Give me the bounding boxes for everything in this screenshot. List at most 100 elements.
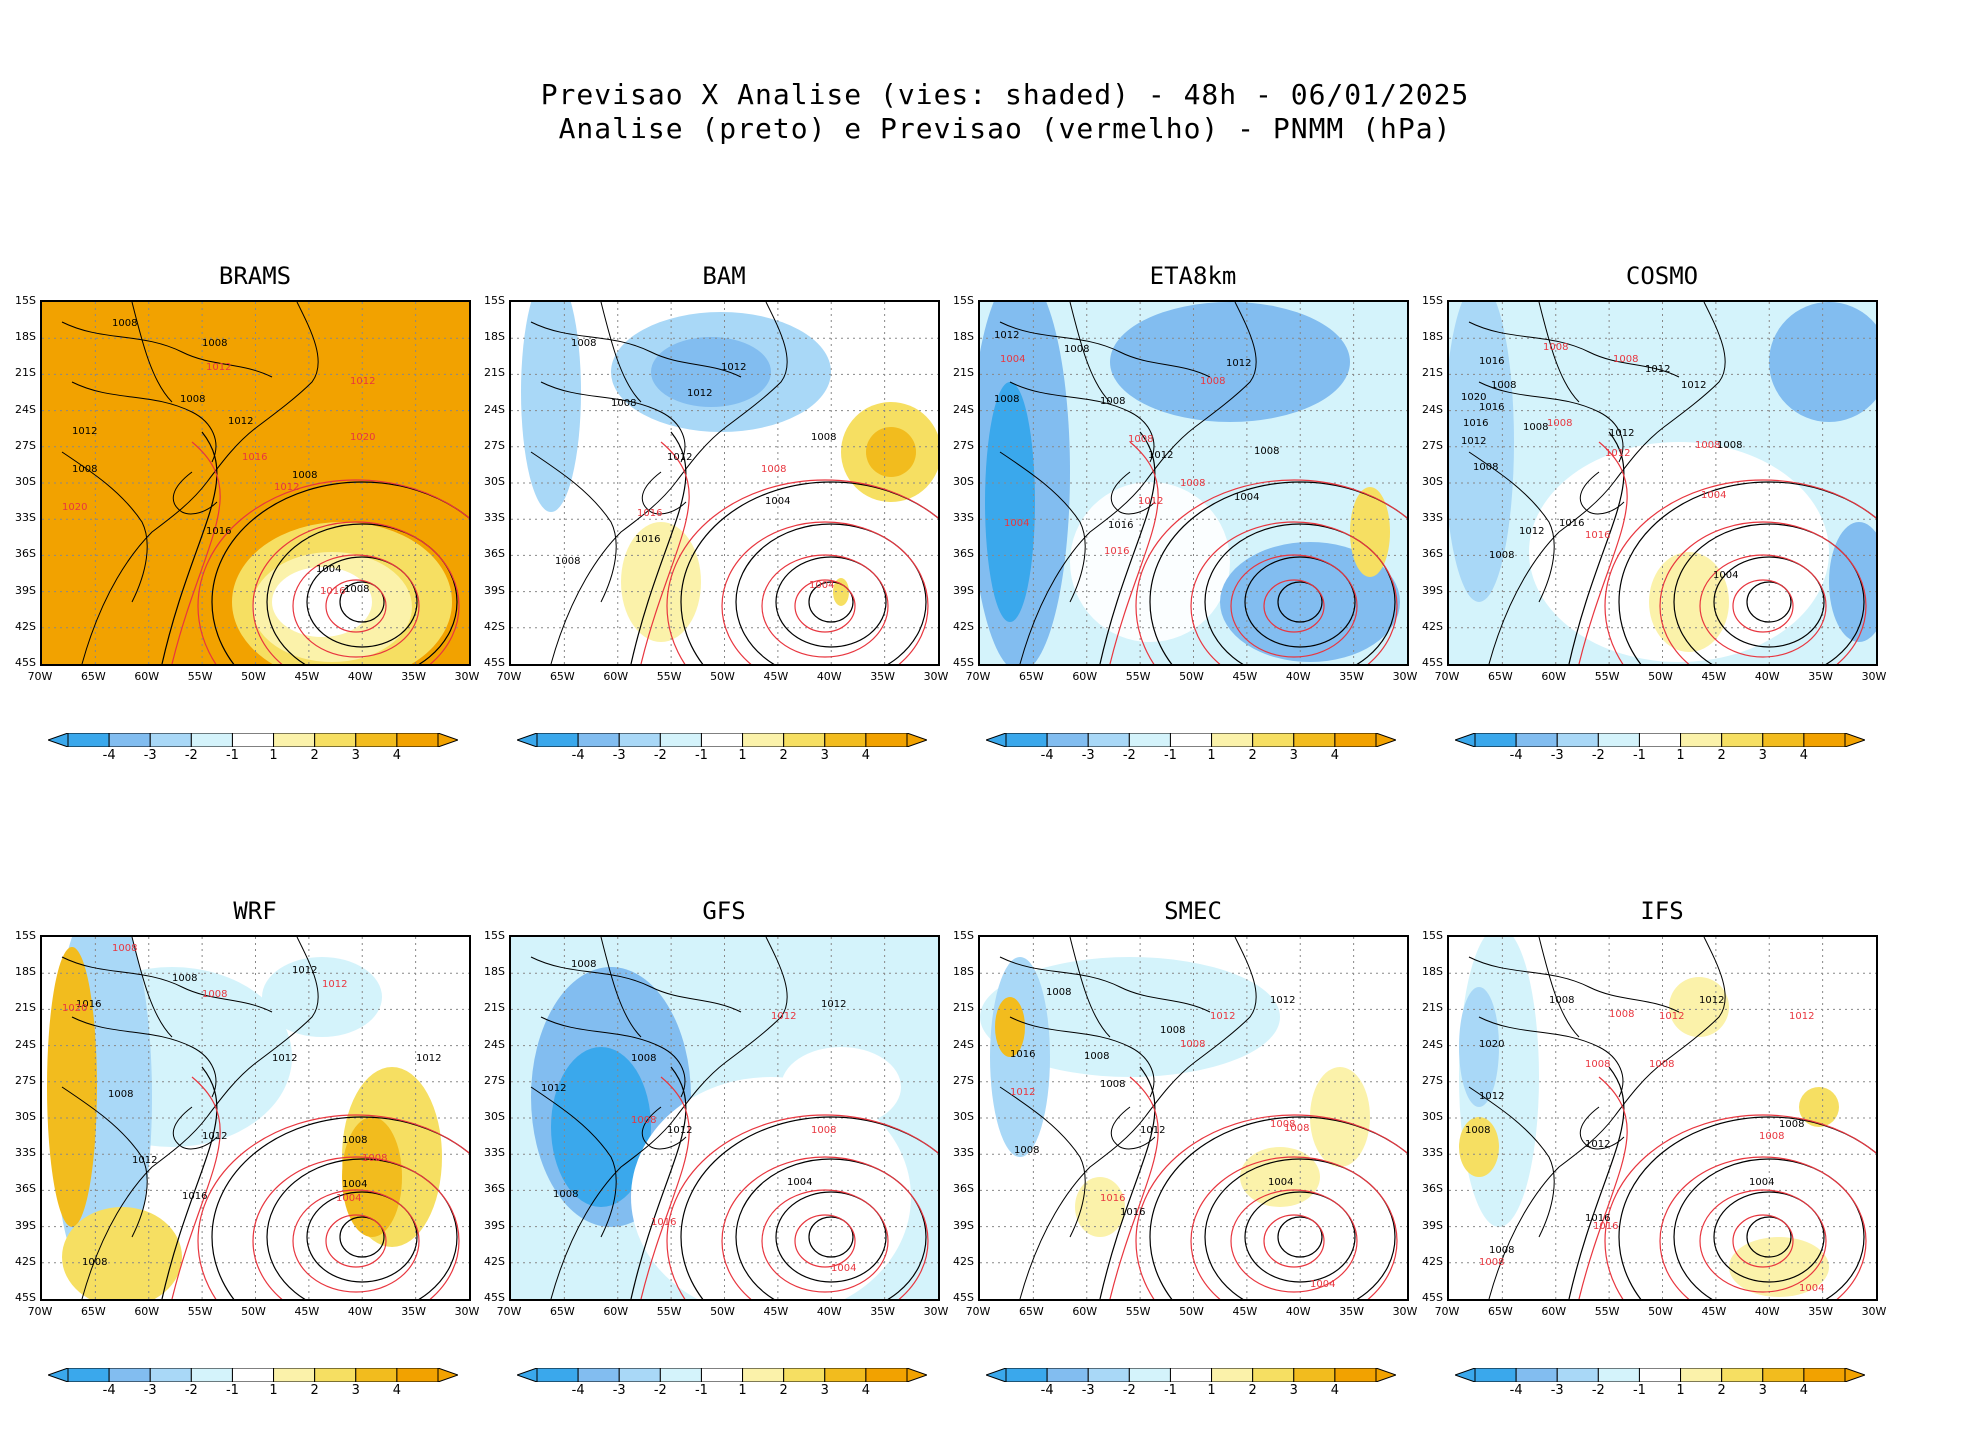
lon-tick-label: 45W xyxy=(1701,670,1727,683)
lon-tick-label: 65W xyxy=(1018,670,1044,683)
colorbar-swatch xyxy=(1169,1368,1213,1382)
lat-tick-label: 39S xyxy=(15,583,36,597)
lon-tick-label: 35W xyxy=(870,1305,896,1318)
lat-tick-label: 39S xyxy=(1422,583,1443,597)
colorbar-swatch xyxy=(865,1368,908,1382)
isobar-label: 1008 xyxy=(1270,1119,1295,1130)
isobar-label: 1004 xyxy=(1000,354,1025,365)
lon-tick-label: 40W xyxy=(347,670,373,683)
lat-tick-label: 42S xyxy=(15,1254,36,1268)
lon-tick-label: 50W xyxy=(710,1305,735,1318)
figure-subtitle: Analise (preto) e Previsao (vermelho) - … xyxy=(558,112,1452,145)
colorbar-label: -2 xyxy=(653,748,667,763)
colorbar-swatch xyxy=(1597,733,1640,747)
isobar-label: 1008 xyxy=(112,318,137,329)
lat-tick-label: 21S xyxy=(1422,1001,1443,1015)
colorbar-swatch xyxy=(273,1368,316,1382)
colorbar-label: 4 xyxy=(392,748,402,763)
lat-tick-label: 18S xyxy=(953,965,974,979)
colorbar-swatch xyxy=(1087,1368,1130,1382)
bias-shading xyxy=(47,937,442,1299)
isobar-label: 1008 xyxy=(1254,446,1279,457)
isobar-label: 1016 xyxy=(1100,1193,1125,1204)
lon-tick-label: 40W xyxy=(816,670,842,683)
lat-tick-label: 18S xyxy=(15,330,36,344)
panel-title-smec: SMEC xyxy=(1164,897,1222,925)
lon-tick-label: 35W xyxy=(1339,1305,1365,1318)
isobar-label: 1016 xyxy=(242,452,267,463)
isobar-label: 1008 xyxy=(1160,1025,1185,1036)
lat-tick-label: 45S xyxy=(953,1291,974,1304)
isobar-label: 1012 xyxy=(202,1131,227,1142)
isobar-label: 1008 xyxy=(362,1153,387,1164)
lon-tick-label: 70W xyxy=(965,670,991,683)
isobar-label: 1008 xyxy=(344,584,369,595)
lon-tick-label: 55W xyxy=(1125,1305,1151,1318)
colorbar-label: 3 xyxy=(1758,1383,1767,1398)
isobar-label: 1008 xyxy=(555,556,580,567)
isobar-label: 1008 xyxy=(1779,1119,1804,1130)
isobar-label: 1012 xyxy=(1210,1011,1235,1022)
isobar-label: 1012 xyxy=(272,1053,297,1064)
isobar-label: 1008 xyxy=(342,1135,367,1146)
isobar-label: 1008 xyxy=(553,1189,578,1200)
isobar-label: 1004 xyxy=(336,1193,361,1204)
lon-tick-label: 70W xyxy=(27,1305,53,1318)
colorbar-swatch xyxy=(149,733,192,747)
colorbar-label: 3 xyxy=(351,1383,360,1398)
lat-tick-label: 30S xyxy=(484,1110,505,1123)
isobar-label: 1008 xyxy=(82,1257,107,1268)
colorbar-swatch xyxy=(1474,733,1517,747)
lon-tick-label: 70W xyxy=(496,670,522,683)
isobar-label: 1008 xyxy=(172,973,197,984)
isobar-label: 1008 xyxy=(1613,354,1638,365)
lon-tick-label: 30W xyxy=(1392,1305,1418,1318)
lon-tick-label: 65W xyxy=(1487,670,1513,683)
colorbar-swatch xyxy=(1293,733,1336,747)
lon-tick-label: 50W xyxy=(1648,1305,1673,1318)
colorbar-swatch xyxy=(700,1368,744,1382)
isobar-label: 1008 xyxy=(1523,422,1548,433)
isobar-label: 1008 xyxy=(180,394,205,405)
lon-tick-label: 60W xyxy=(134,1305,160,1318)
colorbar-swatch xyxy=(1680,1368,1723,1382)
panel-title-wrf: WRF xyxy=(233,897,277,925)
isobar-label: 1016 xyxy=(1463,418,1488,429)
isobar-label: 1008 xyxy=(1543,342,1568,353)
colorbar-swatch xyxy=(1597,1368,1640,1382)
lat-tick-label: 39S xyxy=(484,1218,505,1232)
lon-tick-label: 60W xyxy=(1072,1305,1098,1318)
lon-tick-label: 50W xyxy=(1179,1305,1204,1318)
colorbar-swatch xyxy=(1211,733,1254,747)
isobar-label: 1008 xyxy=(72,464,97,475)
isobar-label: 1016 xyxy=(651,1217,676,1228)
isobar-label: 1012 xyxy=(1270,995,1295,1006)
isobar-label: 1016 xyxy=(1559,518,1584,529)
lon-tick-label: 50W xyxy=(1648,670,1673,683)
lon-tick-label: 55W xyxy=(1594,670,1620,683)
isobar-label: 1004 xyxy=(1749,1177,1774,1188)
lon-tick-label: 55W xyxy=(656,1305,682,1318)
isobar-label: 1008 xyxy=(112,943,137,954)
lon-tick-label: 55W xyxy=(1125,670,1151,683)
isobar-label: 1008 xyxy=(1695,440,1720,451)
isobars xyxy=(161,1066,469,1299)
lon-tick-label: 35W xyxy=(870,670,896,683)
colorbar-label: -2 xyxy=(1122,1383,1136,1398)
lat-tick-label: 33S xyxy=(953,511,974,525)
lon-tick-label: 40W xyxy=(347,1305,373,1318)
colorbar-label: -4 xyxy=(571,748,585,763)
colorbar-swatch xyxy=(742,1368,785,1382)
lat-tick-label: 24S xyxy=(15,1037,36,1051)
isobar-label: 1004 xyxy=(1234,492,1259,503)
colorbar-swatch xyxy=(67,733,110,747)
colorbar-label: -4 xyxy=(102,748,116,763)
coastline-borders xyxy=(61,302,319,664)
lon-tick-label: 65W xyxy=(1018,1305,1044,1318)
isobar-label: 1016 xyxy=(635,534,660,545)
lat-tick-label: 15S xyxy=(953,929,974,942)
isobar-label: 1012 xyxy=(1585,1139,1610,1150)
isobar-label: 1008 xyxy=(1180,1039,1205,1050)
lat-tick-label: 27S xyxy=(484,438,505,452)
